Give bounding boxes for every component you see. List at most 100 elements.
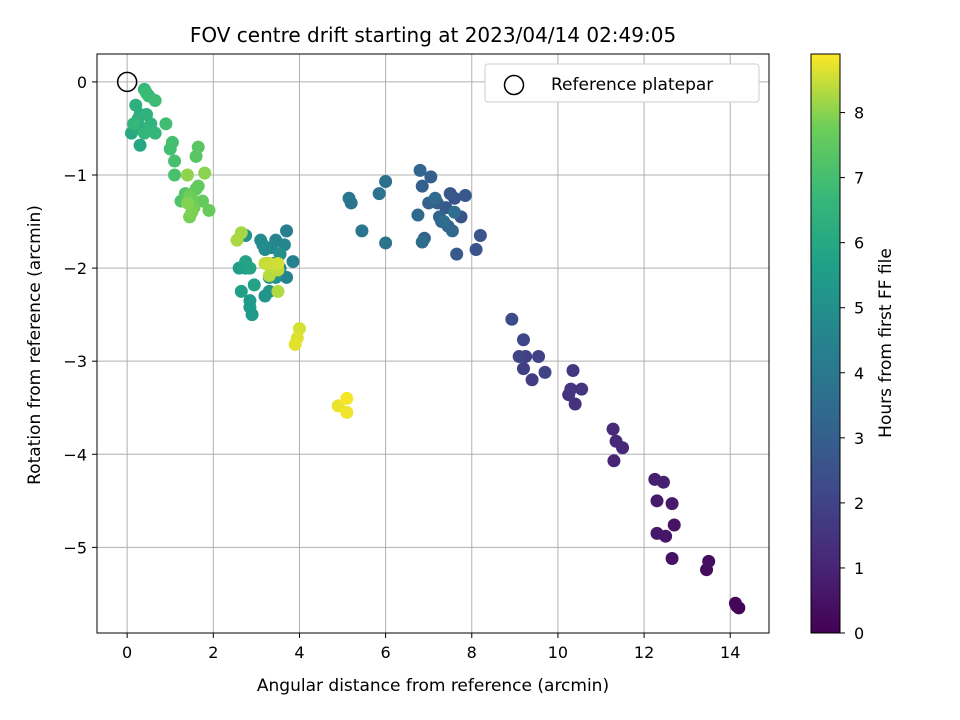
data-point — [168, 168, 182, 182]
x-axis-title: Angular distance from reference (arcmin) — [257, 676, 609, 696]
data-point — [234, 284, 248, 298]
data-point — [247, 278, 261, 292]
data-point — [445, 224, 459, 238]
data-points — [116, 71, 746, 615]
data-point — [667, 518, 681, 532]
data-point — [650, 494, 664, 508]
data-point — [148, 126, 162, 140]
y-tick-label-3: −3 — [63, 352, 87, 371]
data-point — [443, 187, 457, 201]
data-point — [168, 154, 182, 168]
data-point — [525, 373, 539, 387]
data-point — [148, 94, 162, 108]
y-tick-label-2: −2 — [63, 259, 87, 278]
data-point — [609, 434, 623, 448]
x-tick-label-0: 0 — [122, 643, 132, 662]
data-point — [473, 229, 487, 243]
data-point — [428, 191, 442, 205]
x-tick-label-6: 12 — [634, 643, 654, 662]
y-axis-title: Rotation from reference (arcmin) — [25, 205, 45, 485]
data-point — [191, 179, 205, 193]
data-point — [133, 138, 147, 152]
data-point — [575, 382, 589, 396]
legend: Reference platepar — [484, 63, 760, 103]
data-point — [411, 208, 425, 222]
data-point — [650, 526, 664, 540]
colorbar-ticks: 0 1 2 3 4 5 6 7 8 — [840, 104, 864, 643]
data-point — [437, 215, 451, 229]
y-tick-label-4: −4 — [63, 445, 87, 464]
colorbar-tick-label-6: 6 — [854, 234, 864, 253]
legend-frame — [484, 63, 760, 103]
data-point — [413, 163, 427, 177]
colorbar-title: Hours from first FF file — [876, 248, 896, 438]
reference-platepar-marker — [116, 71, 138, 93]
data-point — [379, 236, 393, 250]
data-point — [140, 86, 154, 100]
data-point — [340, 405, 354, 419]
data-point — [702, 554, 716, 568]
x-axis-ticks: 0 2 4 6 8 10 12 14 — [122, 633, 740, 662]
data-point — [180, 168, 194, 182]
legend-marker-reference — [503, 74, 525, 96]
colorbar-tick-label-0: 0 — [854, 624, 864, 643]
data-point — [512, 350, 526, 364]
x-tick-label-1: 2 — [208, 643, 218, 662]
colorbar-tick-label-4: 4 — [854, 364, 864, 383]
x-tick-label-4: 8 — [467, 643, 477, 662]
data-point — [458, 188, 472, 202]
data-point — [165, 135, 179, 149]
data-point — [665, 497, 679, 511]
data-point — [202, 203, 216, 217]
data-point — [532, 350, 546, 364]
data-point — [159, 117, 173, 131]
data-point — [180, 196, 194, 210]
data-point — [469, 242, 483, 256]
data-point — [656, 475, 670, 489]
x-tick-label-2: 4 — [294, 643, 304, 662]
colorbar-tick-label-5: 5 — [854, 299, 864, 318]
colorbar-tick-label-2: 2 — [854, 494, 864, 513]
data-point — [271, 256, 285, 270]
data-point — [280, 224, 294, 238]
legend-label-reference: Reference platepar — [551, 75, 713, 95]
data-point — [137, 126, 151, 140]
data-point — [450, 247, 464, 261]
data-point — [564, 382, 578, 396]
data-point — [505, 312, 519, 326]
colorbar-tick-label-3: 3 — [854, 429, 864, 448]
colorbar-gradient — [810, 53, 841, 634]
data-point — [424, 170, 438, 184]
y-tick-label-5: −5 — [63, 538, 87, 557]
data-point — [340, 391, 354, 405]
data-point — [607, 454, 621, 468]
data-point — [566, 363, 580, 377]
data-point — [198, 166, 212, 180]
data-point — [355, 224, 369, 238]
data-point — [448, 205, 462, 219]
colorbar-tick-label-7: 7 — [854, 169, 864, 188]
data-point — [258, 242, 272, 256]
data-point — [342, 191, 356, 205]
data-point — [271, 284, 285, 298]
data-point — [516, 362, 530, 376]
data-point — [728, 596, 742, 610]
data-point — [127, 117, 141, 131]
data-point — [606, 422, 620, 436]
data-point — [415, 179, 429, 193]
data-point — [288, 337, 302, 351]
colorbar: 0 1 2 3 4 5 6 7 8 Hours from first FF file — [810, 53, 896, 643]
data-point — [415, 235, 429, 249]
data-point — [280, 270, 294, 284]
data-point — [538, 365, 552, 379]
chart-title: FOV centre drift starting at 2023/04/14 … — [190, 23, 676, 47]
data-point — [243, 294, 257, 308]
colorbar-tick-label-1: 1 — [854, 559, 864, 578]
plot-frame — [96, 53, 770, 634]
y-tick-label-0: 0 — [77, 73, 87, 92]
data-point — [286, 255, 300, 269]
data-point — [379, 175, 393, 189]
data-point — [372, 187, 386, 201]
y-axis-ticks: 0 −1 −2 −3 −4 −5 — [63, 73, 97, 557]
data-point — [129, 98, 143, 112]
